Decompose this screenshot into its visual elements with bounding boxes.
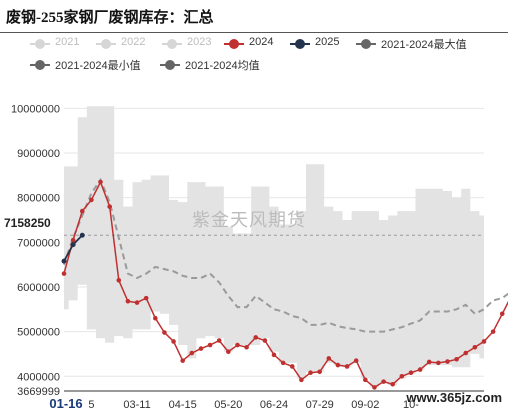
legend-label: 2022 xyxy=(121,36,146,48)
data-point-2024 xyxy=(381,379,386,384)
data-point-2024 xyxy=(180,358,185,363)
series-line-mean xyxy=(63,177,508,333)
data-point-2024 xyxy=(116,277,122,283)
legend-label: 2024 xyxy=(249,36,274,48)
data-point-2024 xyxy=(299,377,304,383)
data-point-2024 xyxy=(481,339,487,344)
data-point-2024 xyxy=(171,339,176,344)
data-point-2024 xyxy=(235,342,240,348)
legend-marker-icon xyxy=(167,39,177,49)
legend-marker-icon xyxy=(101,39,111,49)
legend-marker-icon xyxy=(35,60,45,70)
data-point-2024 xyxy=(445,359,450,364)
y-tick-label: 4000000 xyxy=(17,371,60,383)
data-point-2024 xyxy=(143,295,149,301)
data-point-2024 xyxy=(89,197,94,203)
data-point-2024 xyxy=(372,385,377,390)
x-tick-label: 01-16 xyxy=(49,396,82,411)
y-tick-label: 3669999 xyxy=(17,386,60,398)
data-point-2024 xyxy=(490,329,496,334)
legend-label: 2021-2024均值 xyxy=(185,60,260,72)
legend-marker-icon xyxy=(229,39,239,49)
crosshair-value-tag: 7158250 xyxy=(2,216,53,230)
x-tick-label: 06-24 xyxy=(260,399,288,411)
min-max-band xyxy=(64,106,484,388)
watermark: 紫金天风期货 xyxy=(192,210,306,230)
data-point-2024 xyxy=(308,370,313,375)
data-point-2024 xyxy=(344,364,350,369)
legend-marker-icon xyxy=(165,60,175,70)
data-point-2024 xyxy=(499,311,505,317)
data-point-2024 xyxy=(280,360,286,366)
x-tick-label: 03-11 xyxy=(123,399,150,411)
data-point-2024 xyxy=(107,204,112,209)
y-tick-label: 7000000 xyxy=(17,237,60,249)
data-point-2024 xyxy=(472,344,478,350)
legend-marker-icon xyxy=(295,39,305,49)
data-point-2025 xyxy=(79,232,85,238)
data-point-2024 xyxy=(125,298,131,304)
legend-marker-icon xyxy=(361,39,371,49)
data-point-2024 xyxy=(335,362,341,368)
legend-label: 2025 xyxy=(315,36,340,48)
y-tick-label: 10000000 xyxy=(11,103,60,115)
x-tick-label: 09-02 xyxy=(351,399,379,411)
x-tick-label: 5 xyxy=(88,399,94,411)
data-point-2024 xyxy=(98,179,103,185)
y-tick-label: 5000000 xyxy=(17,327,60,339)
data-point-2024 xyxy=(436,360,441,366)
data-point-2024 xyxy=(162,330,167,335)
data-point-2024 xyxy=(198,346,204,351)
data-point-2024 xyxy=(61,271,67,276)
y-tick-label: 9000000 xyxy=(17,148,60,160)
y-tick-label: 8000000 xyxy=(17,193,60,205)
data-point-2024 xyxy=(317,369,322,375)
data-point-2024 xyxy=(454,357,459,362)
data-point-2024 xyxy=(207,342,213,348)
data-point-2024 xyxy=(70,237,76,243)
data-point-2025 xyxy=(61,258,67,264)
data-point-2024 xyxy=(253,335,259,340)
legend-label: 2021 xyxy=(55,36,80,48)
data-point-2024 xyxy=(262,338,268,343)
data-point-2024 xyxy=(390,382,395,387)
data-point-2024 xyxy=(463,350,469,356)
data-point-2024 xyxy=(244,344,249,350)
data-point-2024 xyxy=(189,350,195,356)
data-point-2024 xyxy=(363,377,368,383)
x-tick-label: 07-29 xyxy=(306,399,334,411)
data-point-2024 xyxy=(216,338,222,343)
data-point-2024 xyxy=(79,208,85,214)
legend-label: 2023 xyxy=(187,36,212,48)
data-point-2024 xyxy=(153,315,158,321)
source-watermark: www.365jz.com xyxy=(406,390,502,405)
x-tick-label: 05-20 xyxy=(214,399,242,411)
data-point-2024 xyxy=(408,370,414,375)
data-point-2024 xyxy=(226,349,231,355)
data-point-2024 xyxy=(426,359,432,365)
y-tick-label: 6000000 xyxy=(17,282,60,294)
data-point-2024 xyxy=(134,300,140,305)
data-point-2024 xyxy=(353,358,359,363)
data-point-2025 xyxy=(70,242,76,248)
title-divider xyxy=(0,32,508,33)
legend-marker-icon xyxy=(35,39,45,49)
data-point-2024 xyxy=(326,356,332,361)
data-point-2024 xyxy=(271,352,277,358)
x-tick-label: 04-15 xyxy=(169,399,197,411)
chart-title: 废钢-255家钢厂废钢库存：汇总 xyxy=(6,10,214,26)
data-point-2024 xyxy=(399,373,405,379)
data-point-2024 xyxy=(417,367,423,372)
x-tick-label: 10- xyxy=(403,399,419,411)
data-point-2024 xyxy=(289,364,295,369)
legend-label: 2021-2024最小值 xyxy=(55,60,141,72)
legend-label: 2021-2024最大值 xyxy=(381,39,467,51)
